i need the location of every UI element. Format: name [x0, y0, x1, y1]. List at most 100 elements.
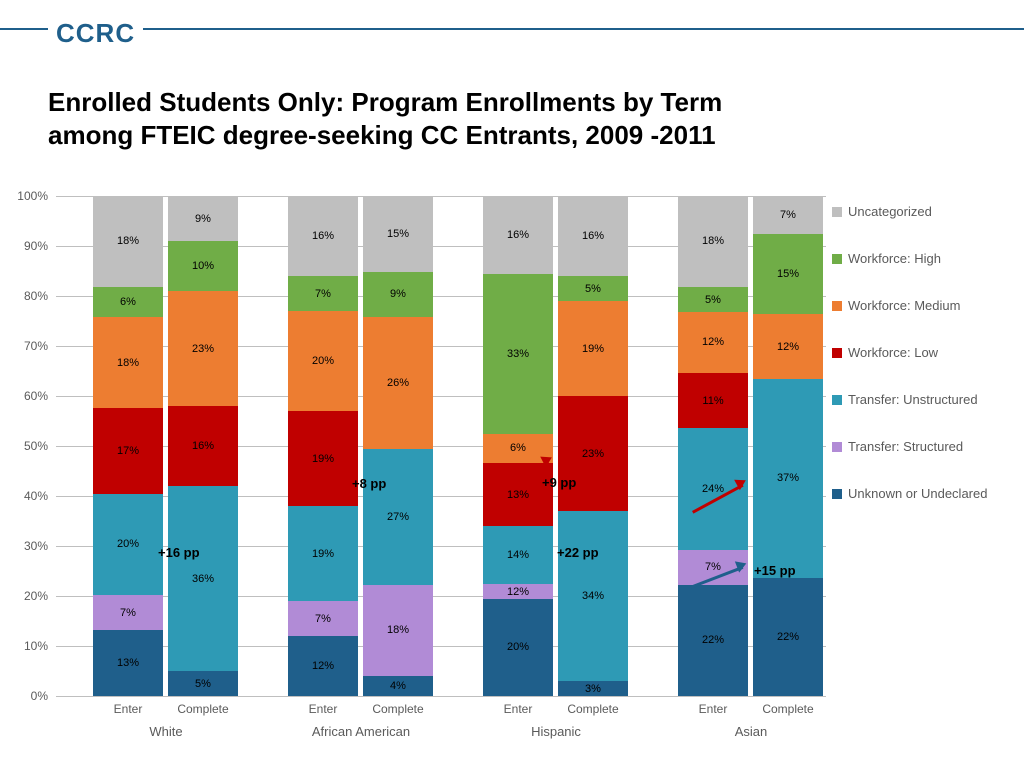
- y-axis: 0%10%20%30%40%50%60%70%80%90%100%: [0, 196, 56, 696]
- segment-label: 5%: [195, 678, 211, 690]
- bar-segment: 18%: [363, 585, 433, 676]
- y-tick-label: 10%: [24, 639, 48, 653]
- segment-label: 18%: [117, 235, 139, 247]
- segment-label: 3%: [585, 683, 601, 695]
- segment-label: 20%: [117, 538, 139, 550]
- bar-segment: 27%: [363, 449, 433, 585]
- y-tick-label: 60%: [24, 389, 48, 403]
- bar-segment: 20%: [288, 311, 358, 411]
- stacked-bar: 16%7%20%19%19%7%12%: [288, 196, 358, 696]
- segment-label: 26%: [387, 377, 409, 389]
- annotation: +22 pp: [557, 545, 599, 560]
- legend-item: Transfer: Unstructured: [832, 392, 1022, 407]
- x-sub-label: Complete: [753, 702, 823, 716]
- segment-label: 6%: [120, 296, 136, 308]
- stacked-bar: 15% 9% 26% 27% 18% 4%: [363, 196, 433, 696]
- bar-segment: 33%: [483, 274, 553, 434]
- x-sub-label: Enter: [288, 702, 358, 716]
- legend-swatch: [832, 254, 842, 264]
- legend-item: Uncategorized: [832, 204, 1022, 219]
- legend-label: Workforce: Low: [848, 345, 938, 360]
- bar-segment: 34%: [558, 511, 628, 681]
- segment-label: 19%: [582, 343, 604, 355]
- bar-segment: 13%: [483, 463, 553, 526]
- segment-label: 12%: [507, 586, 529, 598]
- y-tick-label: 80%: [24, 289, 48, 303]
- bar-segment: 17%: [93, 408, 163, 494]
- segment-label: 13%: [507, 489, 529, 501]
- bar-segment: 12%: [678, 312, 748, 373]
- bar-segment: 10%: [168, 241, 238, 291]
- bar-segment: 16%: [168, 406, 238, 486]
- annotation: +8 pp: [352, 476, 386, 491]
- segment-label: 27%: [387, 511, 409, 523]
- segment-label: 12%: [312, 660, 334, 672]
- segment-label: 37%: [777, 472, 799, 484]
- segment-label: 9%: [195, 213, 211, 225]
- legend-swatch: [832, 301, 842, 311]
- stacked-bar: 16%5%19%23%34%3%: [558, 196, 628, 696]
- bar-segment: 22%: [753, 578, 823, 696]
- legend-item: Unknown or Undeclared: [832, 486, 1022, 501]
- y-tick-label: 50%: [24, 439, 48, 453]
- bar-segment: 7%: [93, 595, 163, 630]
- bar-segment: 19%: [558, 301, 628, 396]
- bar-segment: 3%: [558, 681, 628, 696]
- bar-segment: 7%: [678, 550, 748, 585]
- bar-segment: 15%: [753, 234, 823, 315]
- segment-label: 6%: [510, 442, 526, 454]
- x-group-label: Hispanic: [476, 724, 636, 739]
- segment-label: 5%: [585, 283, 601, 295]
- stacked-bar: 9%10%23%16%36%5%: [168, 196, 238, 696]
- bar-segment: 18%: [93, 196, 163, 287]
- segment-label: 7%: [315, 613, 331, 625]
- bar-segment: 12%: [753, 314, 823, 379]
- segment-label: 23%: [192, 343, 214, 355]
- y-tick-label: 40%: [24, 489, 48, 503]
- bar-segment: 7%: [288, 601, 358, 636]
- legend-swatch: [832, 207, 842, 217]
- y-tick-label: 70%: [24, 339, 48, 353]
- header-rule: [0, 28, 1024, 30]
- segment-label: 9%: [390, 288, 406, 300]
- bar-segment: 14%: [483, 526, 553, 584]
- bar-segment: 22%: [678, 585, 748, 696]
- x-group-label: White: [86, 724, 246, 739]
- segment-label: 24%: [702, 483, 724, 495]
- bar-segment: 20%: [93, 494, 163, 595]
- page-title: Enrolled Students Only: Program Enrollme…: [48, 86, 808, 151]
- gridline: [56, 696, 826, 697]
- bar-segment: 7%: [753, 196, 823, 234]
- segment-label: 16%: [312, 230, 334, 242]
- y-tick-label: 90%: [24, 239, 48, 253]
- y-tick-label: 30%: [24, 539, 48, 553]
- y-tick-label: 0%: [31, 689, 48, 703]
- bar-segment: 16%: [483, 196, 553, 274]
- segment-label: 7%: [120, 607, 136, 619]
- bar-segment: 18%: [678, 196, 748, 287]
- legend-item: Workforce: High: [832, 251, 1022, 266]
- segment-label: 23%: [582, 448, 604, 460]
- stacked-bar: 7%15%12% 37% 22%: [753, 196, 823, 696]
- legend-item: Transfer: Structured: [832, 439, 1022, 454]
- annotation: +9 pp: [542, 475, 576, 490]
- bar-segment: 37%: [753, 379, 823, 578]
- segment-label: 19%: [312, 453, 334, 465]
- segment-label: 14%: [507, 549, 529, 561]
- legend-label: Uncategorized: [848, 204, 932, 219]
- segment-label: 5%: [705, 294, 721, 306]
- segment-label: 4%: [390, 680, 406, 692]
- legend-swatch: [832, 442, 842, 452]
- segment-label: 34%: [582, 590, 604, 602]
- legend-swatch: [832, 348, 842, 358]
- bar-segment: 11%: [678, 373, 748, 429]
- annotation: +15 pp: [754, 563, 796, 578]
- bar-segment: 15%: [363, 196, 433, 272]
- bar-segment: 5%: [678, 287, 748, 312]
- bar-segment: 19%: [288, 411, 358, 506]
- segment-label: 13%: [117, 657, 139, 669]
- stacked-bar: 16%33%6%13%14%12%20%: [483, 196, 553, 696]
- legend-label: Unknown or Undeclared: [848, 486, 987, 501]
- segment-label: 22%: [702, 634, 724, 646]
- legend-swatch: [832, 489, 842, 499]
